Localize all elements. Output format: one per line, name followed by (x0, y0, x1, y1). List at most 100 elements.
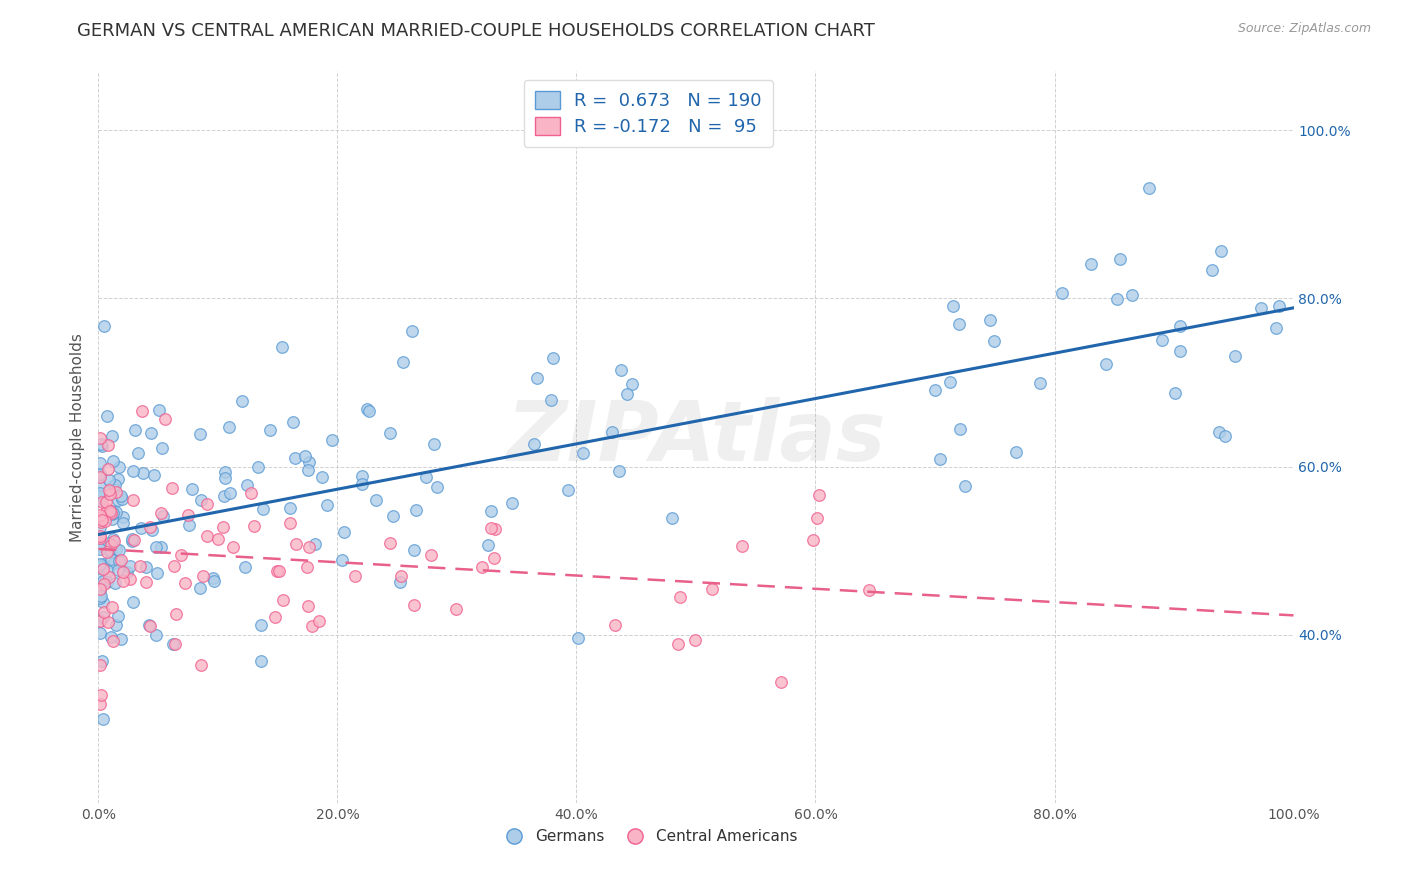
Point (111, 574, 134, 589)
Point (94, 495, 117, 509)
Point (278, 501, 301, 516)
Point (321, 434, 343, 448)
Y-axis label: Married-couple Households: Married-couple Households (69, 333, 84, 541)
Point (90, 589, 112, 603)
Point (110, 489, 132, 503)
Point (389, 569, 412, 583)
Point (333, 524, 356, 539)
Point (1268, 299, 1291, 313)
Point (89, 558, 111, 573)
Point (89, 493, 111, 508)
Point (101, 504, 124, 518)
Point (89, 657, 111, 672)
Point (381, 508, 404, 523)
Point (124, 423, 146, 437)
Point (271, 592, 294, 607)
Point (1265, 321, 1288, 335)
Point (402, 598, 425, 612)
Point (104, 575, 127, 590)
Point (479, 521, 502, 535)
Point (89, 431, 111, 445)
Point (104, 505, 127, 519)
Point (131, 404, 153, 418)
Point (150, 441, 173, 455)
Point (405, 503, 427, 517)
Point (1201, 263, 1223, 277)
Point (401, 325, 423, 339)
Point (239, 486, 262, 500)
Point (190, 658, 212, 673)
Point (808, 488, 831, 502)
Text: Source: ZipAtlas.com: Source: ZipAtlas.com (1237, 22, 1371, 36)
Point (91, 562, 114, 576)
Point (89, 456, 111, 470)
Point (112, 510, 135, 524)
Point (108, 543, 131, 558)
Point (278, 516, 301, 530)
Point (298, 455, 321, 469)
Point (135, 575, 157, 590)
Point (501, 496, 523, 510)
Point (953, 478, 976, 492)
Point (1208, 425, 1230, 439)
Point (97, 483, 120, 497)
Point (949, 422, 972, 436)
Point (98, 473, 121, 487)
Point (91, 489, 114, 503)
Point (89, 583, 111, 598)
Point (233, 559, 256, 574)
Point (176, 508, 198, 523)
Point (162, 558, 184, 573)
Point (90, 654, 112, 668)
Point (174, 576, 197, 591)
Point (983, 334, 1005, 349)
Point (93, 577, 115, 591)
Point (195, 497, 218, 511)
Point (89, 491, 111, 506)
Point (122, 595, 145, 609)
Point (924, 383, 946, 397)
Point (89, 541, 111, 556)
Point (100, 538, 122, 552)
Point (702, 582, 724, 596)
Point (526, 371, 548, 385)
Point (96, 502, 118, 516)
Point (344, 568, 367, 582)
Point (1004, 445, 1026, 459)
Point (141, 425, 163, 440)
Point (389, 574, 412, 589)
Point (541, 351, 564, 365)
Point (352, 477, 374, 491)
Point (422, 437, 444, 451)
Point (101, 507, 124, 521)
Point (356, 402, 378, 417)
Point (89, 520, 111, 534)
Point (540, 392, 562, 407)
Point (146, 566, 169, 581)
Point (121, 532, 143, 546)
Point (110, 552, 132, 566)
Point (202, 574, 225, 589)
Point (939, 375, 962, 389)
Point (600, 425, 623, 439)
Point (93, 318, 115, 333)
Point (89, 626, 111, 640)
Point (96, 545, 118, 559)
Point (139, 618, 162, 632)
Point (111, 491, 134, 506)
Point (1209, 244, 1232, 258)
Point (188, 426, 211, 441)
Point (90, 515, 112, 529)
Point (162, 481, 184, 495)
Point (297, 463, 319, 477)
Point (152, 509, 174, 524)
Point (124, 533, 146, 547)
Point (415, 469, 437, 483)
Point (567, 632, 589, 646)
Point (1080, 257, 1102, 271)
Point (89, 470, 111, 484)
Point (91, 574, 114, 588)
Point (297, 599, 319, 613)
Point (170, 548, 193, 562)
Point (1095, 357, 1118, 371)
